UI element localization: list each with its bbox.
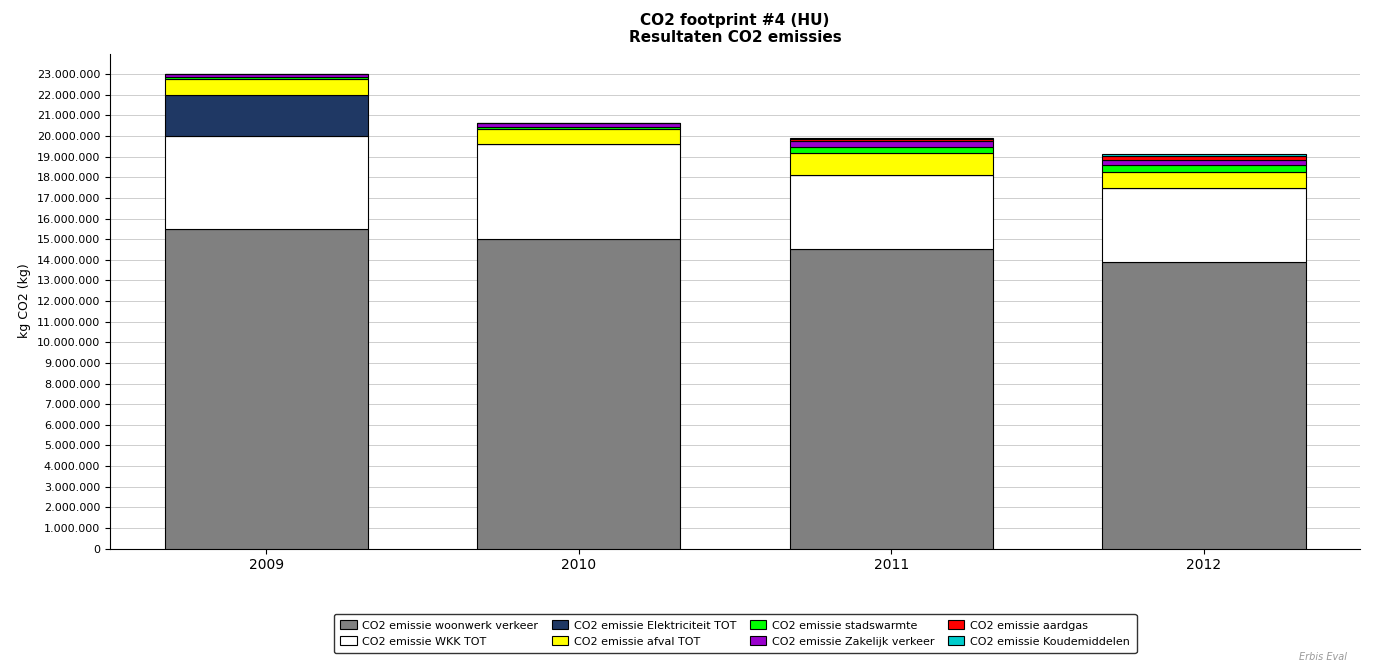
Bar [1102,165,1305,172]
Title: CO2 footprint #4 (HU)
Resultaten CO2 emissies: CO2 footprint #4 (HU) Resultaten CO2 emi… [629,13,841,45]
Bar [165,80,368,95]
Bar [1102,159,1305,165]
Text: Erbis Eval: Erbis Eval [1298,652,1347,662]
Bar [477,239,680,549]
Y-axis label: kg CO2 (kg): kg CO2 (kg) [18,264,32,339]
Bar [1102,154,1305,156]
Bar [790,147,993,153]
Bar [477,145,680,239]
Bar [1102,172,1305,187]
Bar [165,229,368,549]
Bar [790,250,993,549]
Bar [165,74,368,77]
Bar [790,138,993,139]
Bar [477,129,680,145]
Bar [790,175,993,250]
Bar [790,139,993,141]
Bar [1102,262,1305,549]
Bar [790,153,993,175]
Legend: CO2 emissie woonwerk verkeer, CO2 emissie WKK TOT, CO2 emissie Elektriciteit TOT: CO2 emissie woonwerk verkeer, CO2 emissi… [334,613,1136,654]
Bar [1102,156,1305,159]
Bar [165,95,368,136]
Bar [477,123,680,126]
Bar [790,141,993,147]
Bar [477,126,680,129]
Bar [165,136,368,229]
Bar [165,77,368,80]
Bar [1102,187,1305,262]
